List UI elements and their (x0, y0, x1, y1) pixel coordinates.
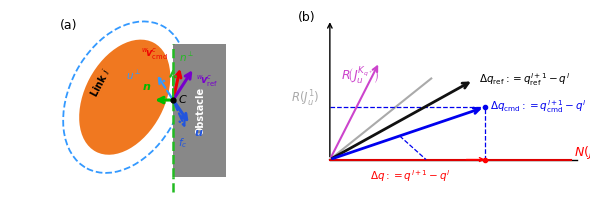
Text: $\boldsymbol{u}$: $\boldsymbol{u}$ (194, 129, 204, 139)
Text: $f_c$: $f_c$ (178, 136, 188, 150)
Text: $n^\perp$: $n^\perp$ (179, 51, 194, 64)
Text: $\Delta q := q^{l+1} - q^l$: $\Delta q := q^{l+1} - q^l$ (370, 168, 451, 184)
Bar (173, 44, 226, 177)
Text: Link $i$: Link $i$ (87, 65, 113, 99)
Ellipse shape (79, 40, 171, 155)
Text: $C$: $C$ (178, 93, 188, 105)
Text: $N(J_u)$: $N(J_u)$ (574, 144, 590, 161)
Text: (b): (b) (298, 11, 315, 24)
Text: $\Delta q_{\rm cmd} := q_{\rm cmd}^{l+1} - q^l$: $\Delta q_{\rm cmd} := q_{\rm cmd}^{l+1}… (490, 99, 587, 115)
Text: $\boldsymbol{n}$: $\boldsymbol{n}$ (142, 82, 151, 92)
Text: ${}^w\!\boldsymbol{v}^c_{\rm cmd}$: ${}^w\!\boldsymbol{v}^c_{\rm cmd}$ (140, 47, 168, 62)
Text: ${}^w\!\boldsymbol{v}^c_{\rm ref}$: ${}^w\!\boldsymbol{v}^c_{\rm ref}$ (196, 73, 218, 89)
Text: $u^\perp$: $u^\perp$ (126, 69, 141, 82)
Text: $R(J_u^{\rm 1})$: $R(J_u^{\rm 1})$ (291, 89, 319, 109)
Text: (a): (a) (60, 19, 78, 32)
Text: $\Delta q_{\rm ref} := q_{\rm ref}^{l+1} - q^l$: $\Delta q_{\rm ref} := q_{\rm ref}^{l+1}… (478, 71, 570, 88)
Text: $R\!\left(J_u^{K_{q^+}}\right)$: $R\!\left(J_u^{K_{q^+}}\right)$ (342, 66, 380, 88)
Text: Obstacle: Obstacle (196, 86, 206, 134)
